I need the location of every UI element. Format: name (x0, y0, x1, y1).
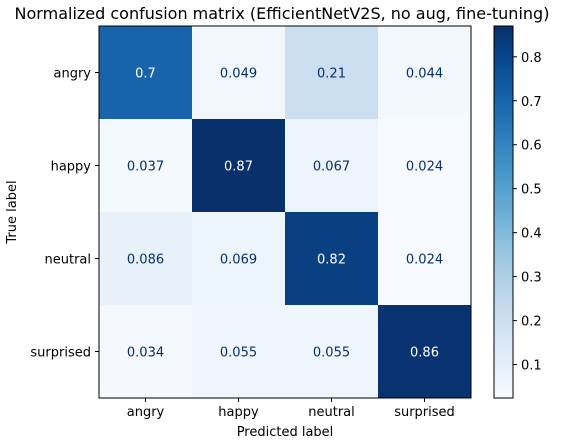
heatmap-cell (285, 305, 379, 399)
heatmap-cells (99, 26, 472, 399)
colorbar-tick-label: 0.6 (521, 139, 542, 154)
x-tick-label: happy (218, 405, 259, 420)
colorbar-tick-label: 0.5 (521, 183, 542, 198)
heatmap-cell (192, 119, 286, 213)
cell-value-label: 0.055 (313, 346, 350, 361)
cell-value-label: 0.055 (220, 346, 257, 361)
colorbar-tick-label: 0.1 (521, 359, 542, 374)
y-tick-label: surprised (30, 346, 91, 361)
colorbar-tick-label: 0.3 (521, 271, 542, 286)
cell-value-label: 0.024 (406, 160, 443, 175)
heatmap-cell (378, 212, 472, 306)
heatmap-cell (378, 26, 472, 120)
heatmap-cell (99, 305, 193, 399)
heatmap-cell-labels: 0.7 0.049 0.21 0.044 0.037 0.87 0.067 0.024 0.08… (127, 67, 443, 361)
cell-value-label: 0.044 (406, 67, 443, 82)
colorbar-tick-label: 0.7 (521, 95, 542, 110)
heatmap-cell (378, 305, 472, 399)
colorbar-tick-label: 0.2 (521, 315, 542, 330)
heatmap-cell (99, 26, 193, 120)
colorbar-tick-label: 0.4 (521, 227, 542, 242)
heatmap-cell (99, 212, 193, 306)
x-tick-label: surprised (394, 405, 455, 420)
cell-value-label: 0.049 (220, 67, 257, 82)
cell-value-label: 0.82 (317, 253, 346, 268)
colorbar (493, 25, 514, 399)
x-axis-label: Predicted label (237, 425, 334, 440)
heatmap-cell (285, 26, 379, 120)
cell-value-label: 0.21 (317, 67, 346, 82)
cell-value-label: 0.024 (406, 253, 443, 268)
colorbar-tick-label: 0.8 (521, 51, 542, 66)
cell-value-label: 0.7 (135, 67, 156, 82)
heatmap-cell (378, 119, 472, 213)
heatmap-cell (285, 212, 379, 306)
cell-value-label: 0.037 (127, 160, 164, 175)
y-axis-ticks: angry happy neutral surprised (30, 67, 99, 361)
colorbar-ticks: 0.1 0.2 0.3 0.4 0.5 0.6 0.7 0.8 (513, 51, 542, 374)
heatmap-cell (192, 26, 286, 120)
chart-title: Normalized confusion matrix (EfficientNe… (15, 4, 550, 23)
x-tick-label: angry (127, 405, 165, 420)
cell-value-label: 0.87 (224, 160, 253, 175)
y-tick-label: angry (54, 67, 92, 82)
cell-value-label: 0.86 (410, 346, 439, 361)
x-tick-label: neutral (308, 405, 355, 420)
cell-value-label: 0.069 (220, 253, 257, 268)
heatmap-cell (192, 212, 286, 306)
y-axis-label: True label (5, 180, 20, 244)
heatmap-cell (99, 119, 193, 213)
heatmap-cell (285, 119, 379, 213)
cell-value-label: 0.067 (313, 160, 350, 175)
x-axis-ticks: angry happy neutral surprised (127, 398, 455, 420)
heatmap-cell (192, 305, 286, 399)
plot-frame (98, 25, 472, 399)
cell-value-label: 0.086 (127, 253, 164, 268)
y-tick-label: neutral (45, 253, 92, 268)
cell-value-label: 0.034 (127, 346, 164, 361)
y-tick-label: happy (51, 160, 92, 175)
